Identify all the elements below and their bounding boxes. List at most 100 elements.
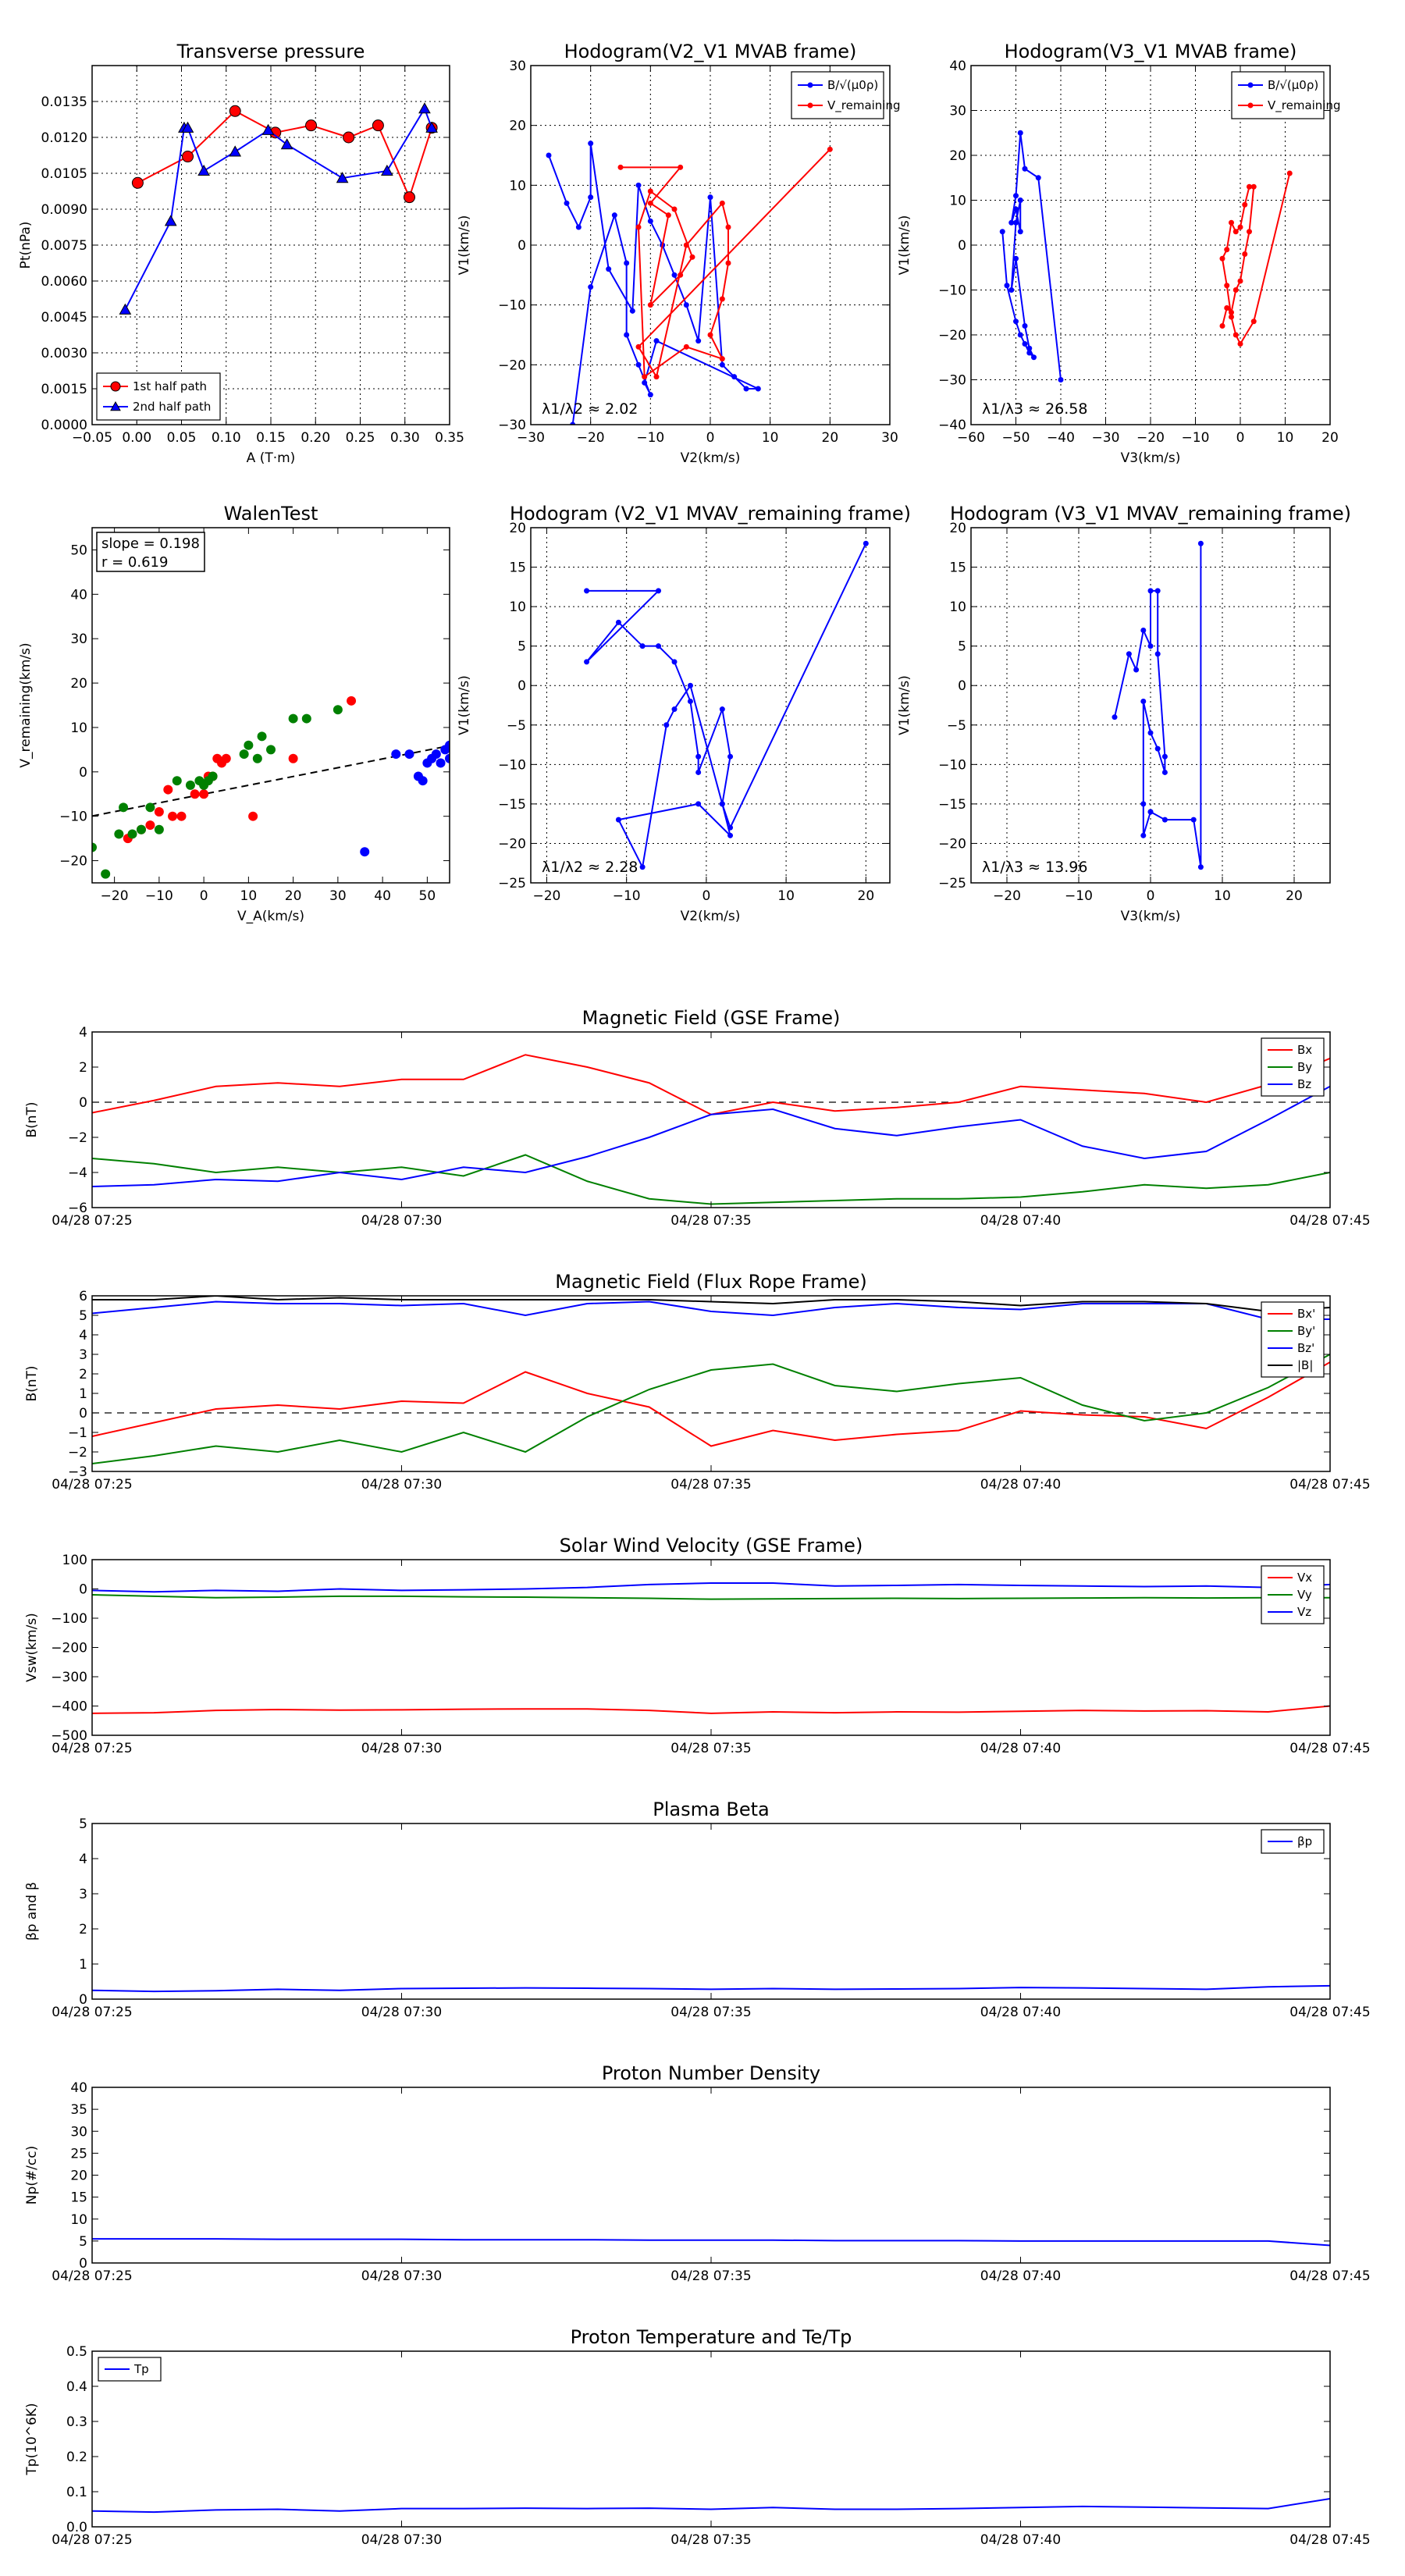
chart-title-h3: Hodogram (V2_V1 MVAV_remaining frame) xyxy=(510,503,911,525)
panel-walen: WalenTest −20 −10 0 10 20 30 40 50 −20 −10 0 10 20 30 4… xyxy=(18,503,450,924)
x-tick-label: 04/28 07:35 xyxy=(670,2268,751,2284)
x-tick-label: 0.05 xyxy=(167,430,197,446)
y-axis-label: Tp(10^6K) xyxy=(24,2403,40,2475)
data-point xyxy=(743,386,749,392)
data-point xyxy=(647,200,653,206)
axes-frame xyxy=(91,527,450,884)
y-tick-label: 100 xyxy=(62,1553,87,1568)
data-point xyxy=(301,713,311,724)
y-tick-label: 0.5 xyxy=(66,2344,87,2360)
series-bgse-2 xyxy=(92,1085,1330,1187)
series-h2-0 xyxy=(1001,133,1062,380)
data-point xyxy=(333,705,343,715)
legend-label: |B| xyxy=(1297,1358,1313,1372)
y-tick-label: −5 xyxy=(507,718,526,734)
x-tick-label: 04/28 07:25 xyxy=(52,2268,132,2284)
y-tick-label: −2 xyxy=(68,1445,87,1461)
x-axis-label: V3(km/s) xyxy=(1121,909,1181,924)
y-tick-label: −10 xyxy=(498,298,526,314)
data-point xyxy=(683,242,689,248)
y-tick-label: 0.0105 xyxy=(41,166,87,182)
y-tick-label: 0.4 xyxy=(66,2379,87,2395)
y-axis-label: V1(km/s) xyxy=(457,215,472,276)
y-tick-label: −500 xyxy=(51,1728,87,1744)
y-tick-label: −400 xyxy=(51,1699,87,1715)
series-bfr-0 xyxy=(92,1361,1330,1447)
y-axis-label: V1(km/s) xyxy=(897,215,912,276)
data-point xyxy=(653,338,660,344)
data-point xyxy=(266,745,276,755)
data-point xyxy=(719,296,725,302)
data-point xyxy=(119,303,132,315)
y-tick-label: 35 xyxy=(70,2102,87,2118)
x-tick-label: 20 xyxy=(1286,888,1303,904)
y-tick-label: −10 xyxy=(498,757,526,773)
y-tick-label: 0.0030 xyxy=(41,346,87,361)
data-point xyxy=(588,141,594,147)
legend-label: By xyxy=(1297,1060,1312,1074)
data-point xyxy=(656,588,662,594)
x-tick-label: 20 xyxy=(285,888,302,904)
data-point xyxy=(127,829,137,839)
data-point xyxy=(683,343,689,350)
data-point xyxy=(727,832,734,838)
data-point xyxy=(642,374,648,380)
x-tick-label: 04/28 07:30 xyxy=(361,2268,442,2284)
x-tick-label: 04/28 07:35 xyxy=(670,1741,751,1756)
y-tick-label: 40 xyxy=(70,2080,87,2096)
data-point xyxy=(1154,745,1161,752)
data-point xyxy=(624,260,630,266)
legend-label: Vy xyxy=(1297,1588,1312,1602)
y-tick-label: 2 xyxy=(79,1060,87,1076)
legend-marker xyxy=(1247,82,1254,88)
x-tick-label: 04/28 07:35 xyxy=(670,1213,751,1229)
x-tick-label: −20 xyxy=(532,888,560,904)
y-axis-label: Pt(nPa) xyxy=(18,222,34,269)
plot-area-vsw xyxy=(92,1582,1330,1714)
x-tick-label: 04/28 07:25 xyxy=(52,2005,132,2020)
y-tick-label: 50 xyxy=(70,543,87,558)
x-tick-label: 04/28 07:25 xyxy=(52,1741,132,1756)
data-point xyxy=(671,706,678,713)
y-tick-label: 10 xyxy=(70,2212,87,2228)
data-point xyxy=(635,361,642,368)
data-point xyxy=(119,802,129,813)
x-tick-label: 0.35 xyxy=(435,430,464,446)
data-point xyxy=(168,811,178,821)
data-point xyxy=(678,164,684,170)
y-tick-label: 0 xyxy=(79,1582,87,1598)
data-point xyxy=(707,194,713,201)
y-tick-label: 0.0135 xyxy=(41,94,87,110)
data-point xyxy=(1147,588,1154,594)
series-bfr-2 xyxy=(92,1300,1330,1320)
y-tick-label: 0.0015 xyxy=(41,382,87,397)
x-tick-label: 04/28 07:40 xyxy=(980,2268,1061,2284)
data-point xyxy=(719,356,725,362)
y-tick-label: −4 xyxy=(68,1165,87,1181)
x-tick-label: 10 xyxy=(240,888,258,904)
data-point xyxy=(1133,667,1140,673)
data-point xyxy=(615,817,621,823)
panel-pt: Transverse pressure −0.05 0.00 0.05 0.10 0.15… xyxy=(18,41,464,466)
y-tick-label: 3 xyxy=(79,1347,87,1363)
chart-title-h2: Hodogram(V3_V1 MVAB frame) xyxy=(1005,41,1297,62)
x-tick-label: 04/28 07:25 xyxy=(52,1213,132,1229)
data-point xyxy=(229,145,242,157)
data-point xyxy=(1140,832,1147,838)
data-point xyxy=(1229,219,1234,226)
data-point xyxy=(1161,817,1168,823)
y-tick-label: −20 xyxy=(498,836,526,852)
data-point xyxy=(827,146,833,152)
data-point xyxy=(725,224,731,230)
x-tick-label: −20 xyxy=(1136,430,1165,446)
data-point xyxy=(1058,377,1064,382)
y-axis-label: Vsw(km/s) xyxy=(24,1613,40,1682)
data-point xyxy=(190,789,200,799)
y-tick-label: 0.0075 xyxy=(41,238,87,254)
y-tick-label: −200 xyxy=(51,1641,87,1656)
series-bfr-1 xyxy=(92,1354,1330,1464)
y-tick-label: 10 xyxy=(509,178,526,194)
data-point xyxy=(546,152,552,158)
x-tick-label: −20 xyxy=(993,888,1021,904)
data-point xyxy=(689,254,695,260)
